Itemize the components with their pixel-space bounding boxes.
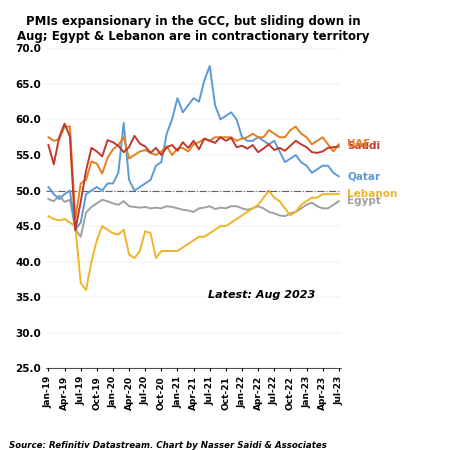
Text: Source: Refinitiv Datastream. Chart by Nasser Saidi & Associates: Source: Refinitiv Datastream. Chart by N…	[9, 441, 328, 450]
Text: Lebanon: Lebanon	[347, 189, 397, 199]
Title: PMIs expansionary in the GCC, but sliding down in
Aug; Egypt & Lebanon are in co: PMIs expansionary in the GCC, but slidin…	[18, 15, 370, 43]
Text: Saudi: Saudi	[347, 141, 380, 152]
Text: Qatar: Qatar	[347, 171, 380, 181]
Text: UAE: UAE	[347, 140, 370, 149]
Text: Latest: Aug 2023: Latest: Aug 2023	[209, 290, 316, 300]
Text: Egypt: Egypt	[347, 196, 381, 206]
